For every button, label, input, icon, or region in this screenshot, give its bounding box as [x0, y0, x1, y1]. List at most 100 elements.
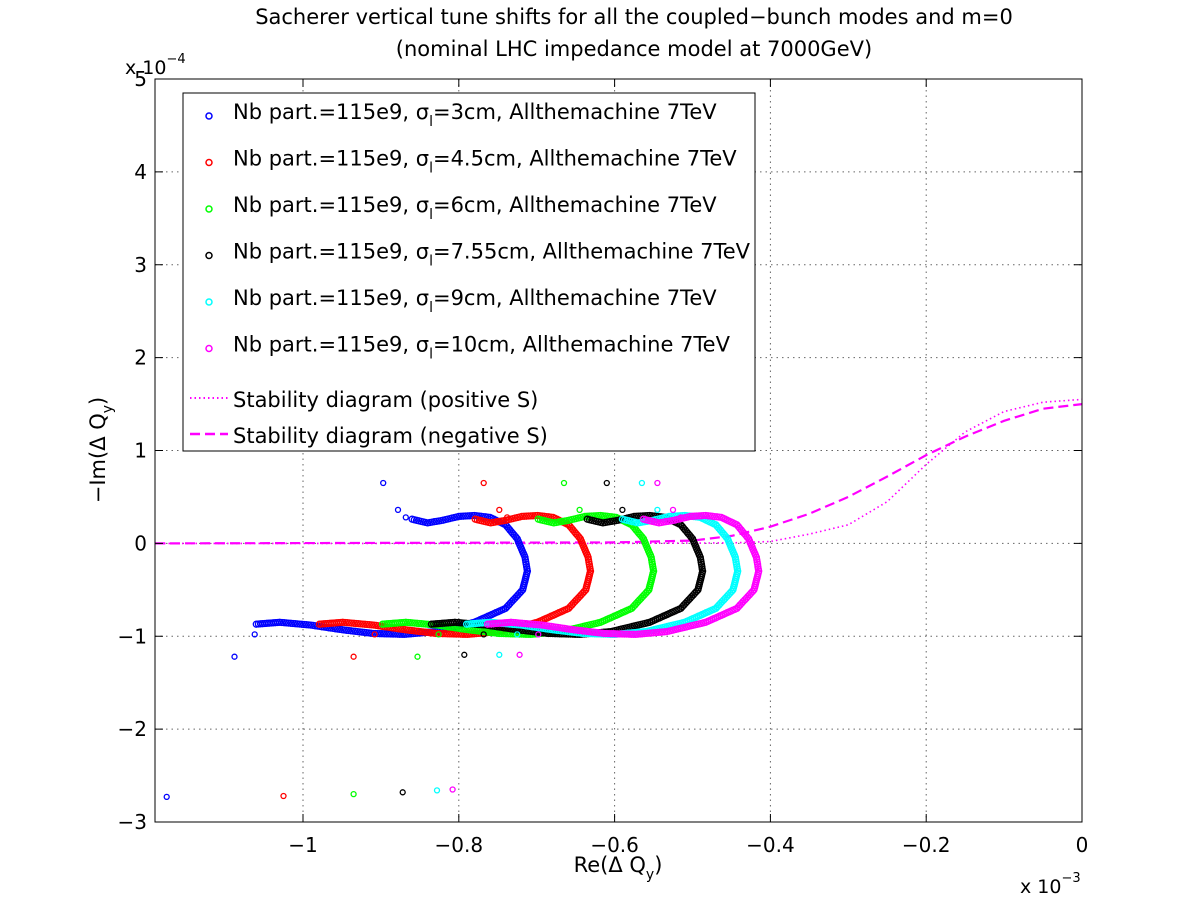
- data-point: [638, 479, 646, 487]
- data-point: [231, 653, 238, 660]
- x-axis-multiplier: x 10−3: [1020, 871, 1081, 898]
- x-tick-label: −0.2: [902, 833, 951, 857]
- data-point: [402, 514, 409, 521]
- x-axis-label: Re(Δ Qy): [574, 853, 663, 883]
- y-tick-label: 5: [134, 67, 147, 91]
- stability-curves: [154, 398, 1083, 545]
- data-point: [378, 620, 387, 628]
- data-point: [483, 620, 492, 628]
- data-point: [399, 789, 406, 796]
- y-tick-label: 3: [134, 253, 147, 277]
- legend-label-series-5: Nb part.=115e9, σl=9cm, Allthemachine 7T…: [233, 286, 717, 316]
- data-point: [163, 793, 170, 801]
- data-point: [654, 479, 661, 487]
- data-point: [350, 790, 357, 798]
- data-point: [576, 506, 583, 514]
- legend-marker-series-2: [205, 158, 213, 167]
- data-point: [603, 479, 610, 487]
- data-point: [693, 512, 701, 520]
- data-point: [625, 630, 633, 638]
- chart-subtitle: (nominal LHC impedance model at 7000GeV): [396, 37, 872, 61]
- series-4-markers: [399, 479, 707, 796]
- y-axis-multiplier: x 10−4: [125, 52, 186, 79]
- data-point: [449, 786, 456, 793]
- data-point: [445, 630, 454, 638]
- y-tick-labels: −3 −2 −1 0 1 2 3 4 5: [118, 67, 147, 834]
- data-point: [394, 506, 402, 514]
- data-point: [503, 514, 511, 521]
- legend-label-stability-negative: Stability diagram (negative S): [233, 424, 548, 448]
- legend-label-series-4: Nb part.=115e9, σl=7.55cm, Allthemachine…: [233, 240, 751, 270]
- legend-marker-series-3: [205, 205, 213, 213]
- chart-title: Sacherer vertical tune shifts for all th…: [255, 5, 1013, 29]
- legend-entries: Nb part.=115e9, σl=3cm, Allthemachine 7T…: [205, 100, 751, 363]
- x-tick-label: −0.4: [746, 833, 795, 857]
- data-point: [609, 630, 618, 638]
- axis-ticks: [155, 78, 1083, 823]
- data-point: [280, 792, 287, 800]
- x-tick-label: −1: [288, 833, 317, 857]
- y-tick-label: 4: [134, 160, 147, 184]
- legend: Nb part.=115e9, σl=3cm, Allthemachine 7T…: [182, 92, 756, 452]
- x-tick-label: −0.8: [435, 833, 484, 857]
- data-point: [496, 651, 503, 658]
- legend-marker-series-6: [205, 344, 213, 353]
- data-point: [382, 630, 391, 638]
- data-point: [414, 653, 421, 660]
- data-point: [560, 479, 568, 487]
- data-point: [441, 630, 449, 638]
- data-point: [462, 620, 471, 628]
- legend-marker-series-1: [205, 112, 213, 120]
- legend-label-series-1: Nb part.=115e9, σl=3cm, Allthemachine 7T…: [233, 100, 717, 130]
- y-tick-label: −2: [118, 717, 147, 741]
- data-point: [603, 629, 611, 638]
- data-point: [433, 787, 441, 794]
- data-point: [629, 630, 638, 638]
- y-tick-label: −3: [118, 810, 147, 834]
- data-point: [350, 653, 357, 660]
- stability-curve-positive: [155, 398, 1083, 545]
- series-6-markers: [449, 479, 763, 793]
- y-tick-label: 2: [134, 346, 147, 370]
- data-point: [514, 631, 521, 638]
- legend-label-series-2: Nb part.=115e9, σl=4.5cm, Allthemachine …: [233, 147, 737, 177]
- data-markers: [163, 479, 763, 801]
- x-tick-labels: −1 −0.8 −0.6 −0.4 −0.2 0: [288, 833, 1088, 857]
- y-tick-label: 1: [134, 439, 147, 463]
- data-point: [616, 630, 624, 638]
- data-point: [457, 512, 465, 520]
- legend-label-series-6: Nb part.=115e9, σl=10cm, Allthemachine 7…: [233, 333, 731, 363]
- data-point: [251, 631, 258, 638]
- data-point: [380, 479, 387, 487]
- data-point: [252, 620, 260, 628]
- data-point: [427, 620, 436, 628]
- data-point: [480, 631, 487, 638]
- legend-label-stability-positive: Stability diagram (positive S): [233, 388, 538, 412]
- x-tick-label: 0: [1076, 833, 1089, 857]
- data-point: [480, 479, 487, 487]
- data-point: [516, 651, 523, 658]
- legend-marker-series-4: [205, 251, 213, 260]
- data-point: [520, 512, 528, 520]
- data-point: [315, 620, 324, 628]
- data-point: [461, 651, 468, 658]
- y-tick-label: −1: [118, 624, 147, 648]
- data-point: [371, 631, 378, 638]
- data-point: [435, 631, 442, 638]
- data-point: [677, 514, 684, 521]
- stability-curve-negative: [154, 403, 1083, 545]
- legend-label-series-3: Nb part.=115e9, σl=6cm, Allthemachine 7T…: [233, 193, 717, 223]
- y-axis-label: −Im(Δ Qy): [86, 397, 116, 504]
- data-point: [496, 506, 503, 514]
- data-point: [373, 629, 382, 638]
- data-point: [669, 506, 677, 514]
- x-tick-label: −0.6: [590, 833, 639, 857]
- data-point: [535, 631, 542, 638]
- y-tick-label: 0: [134, 531, 147, 555]
- data-point: [654, 506, 661, 514]
- legend-marker-series-5: [205, 298, 213, 306]
- data-point: [607, 630, 615, 638]
- data-point: [619, 506, 626, 514]
- data-point: [378, 630, 386, 638]
